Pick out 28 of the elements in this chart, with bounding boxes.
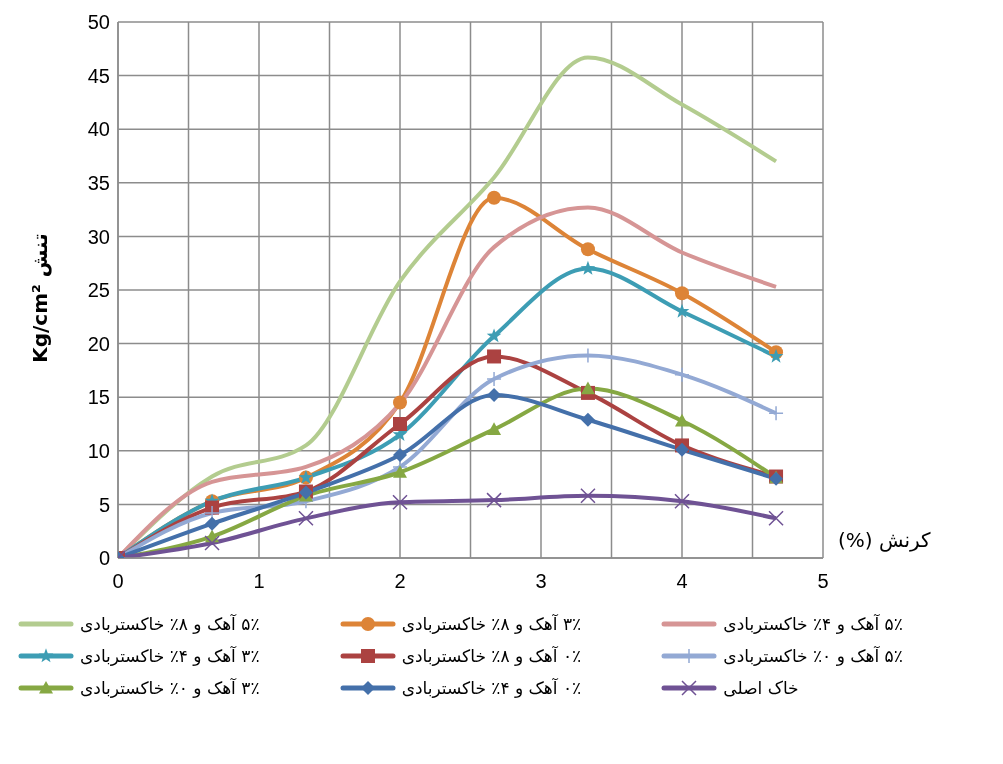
y-tick-label: 40 [87, 118, 110, 141]
legend-label: ۳٪ آهک و ۴٪ خاکستربادی [80, 646, 260, 666]
x-axis-title: کرنش (%) [838, 528, 931, 552]
x-tick-label: 0 [112, 570, 124, 593]
y-tick-label: 5 [98, 493, 110, 516]
legend-label: ۵٪ آهک و ۰٪ خاکستربادی [723, 646, 903, 666]
legend-label: ۳٪ آهک و ۸٪ خاکستربادی [401, 614, 582, 634]
legend-label: خاک اصلی [723, 678, 799, 698]
y-tick-label: 20 [87, 332, 110, 355]
legend-label: ۵٪ آهک و ۴٪ خاکستربادی [723, 614, 903, 634]
y-tick-label: 50 [87, 11, 110, 34]
y-tick-label: 25 [87, 279, 110, 302]
y-axis-title: Kg/cm² تنش [28, 233, 52, 363]
legend-label: ۵٪ آهک و ۸٪ خاکستربادی [80, 614, 260, 634]
x-tick-label: 2 [394, 570, 406, 593]
y-tick-label: 30 [87, 225, 110, 248]
x-tick-label: 1 [253, 570, 265, 593]
legend-label: ۳٪ آهک و ۰٪ خاکستربادی [80, 678, 260, 698]
y-tick-label: 10 [87, 439, 110, 462]
y-tick-label: 35 [87, 171, 110, 194]
y-tick-label: 0 [98, 547, 110, 570]
y-tick-label: 15 [87, 386, 110, 409]
y-tick-label: 45 [87, 64, 110, 87]
x-tick-label: 5 [817, 570, 829, 593]
x-tick-label: 4 [676, 570, 688, 593]
legend-label: ۰٪ آهک و ۸٪ خاکستربادی [401, 646, 582, 666]
x-tick-label: 3 [535, 570, 547, 593]
legend-label: ۰٪ آهک و ۴٪ خاکستربادی [401, 678, 582, 698]
